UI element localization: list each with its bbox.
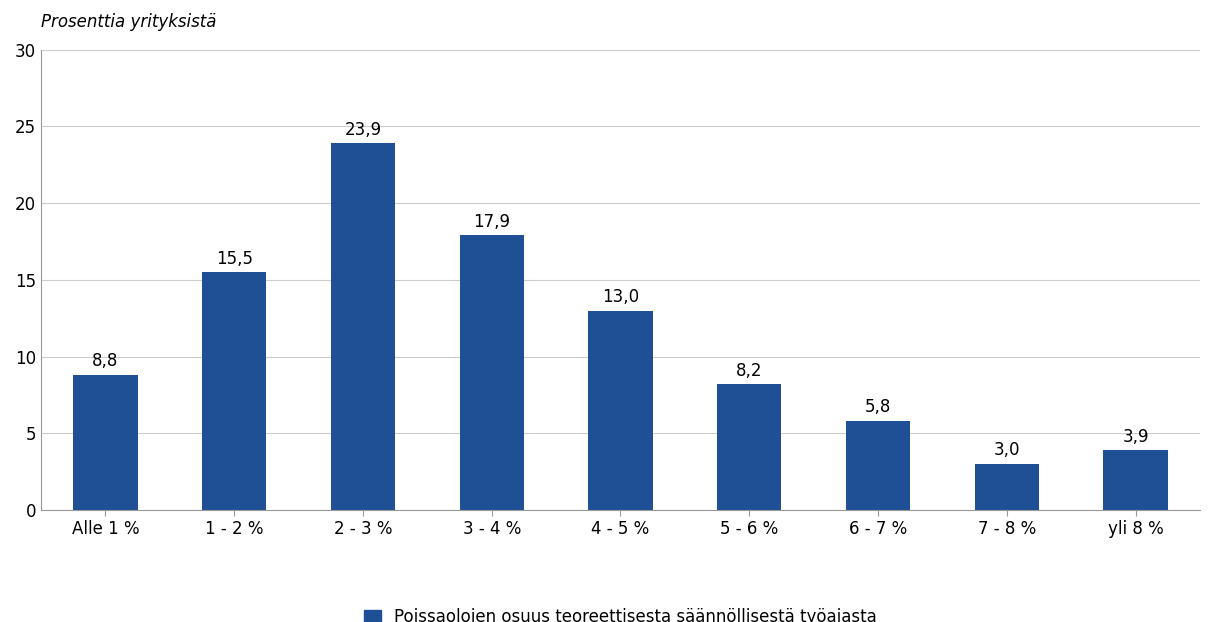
Text: 8,2: 8,2 <box>736 361 763 379</box>
Text: 5,8: 5,8 <box>865 399 892 417</box>
Text: 17,9: 17,9 <box>473 213 510 231</box>
Text: Prosenttia yrityksistä: Prosenttia yrityksistä <box>41 13 216 31</box>
Bar <box>974 464 1039 510</box>
Text: 3,0: 3,0 <box>994 442 1021 460</box>
Bar <box>846 421 910 510</box>
Text: 13,0: 13,0 <box>601 288 639 306</box>
Bar <box>717 384 781 510</box>
Bar <box>459 235 524 510</box>
Bar <box>202 272 266 510</box>
Bar <box>330 143 395 510</box>
Text: 8,8: 8,8 <box>92 353 119 371</box>
Text: 3,9: 3,9 <box>1123 427 1149 445</box>
Bar <box>73 375 137 510</box>
Text: 15,5: 15,5 <box>215 249 253 267</box>
Legend: Poissaolojen osuus teoreettisesta säännöllisestä työajasta: Poissaolojen osuus teoreettisesta säännö… <box>357 601 883 622</box>
Bar <box>1103 450 1168 510</box>
Text: 23,9: 23,9 <box>344 121 382 139</box>
Bar <box>588 310 652 510</box>
